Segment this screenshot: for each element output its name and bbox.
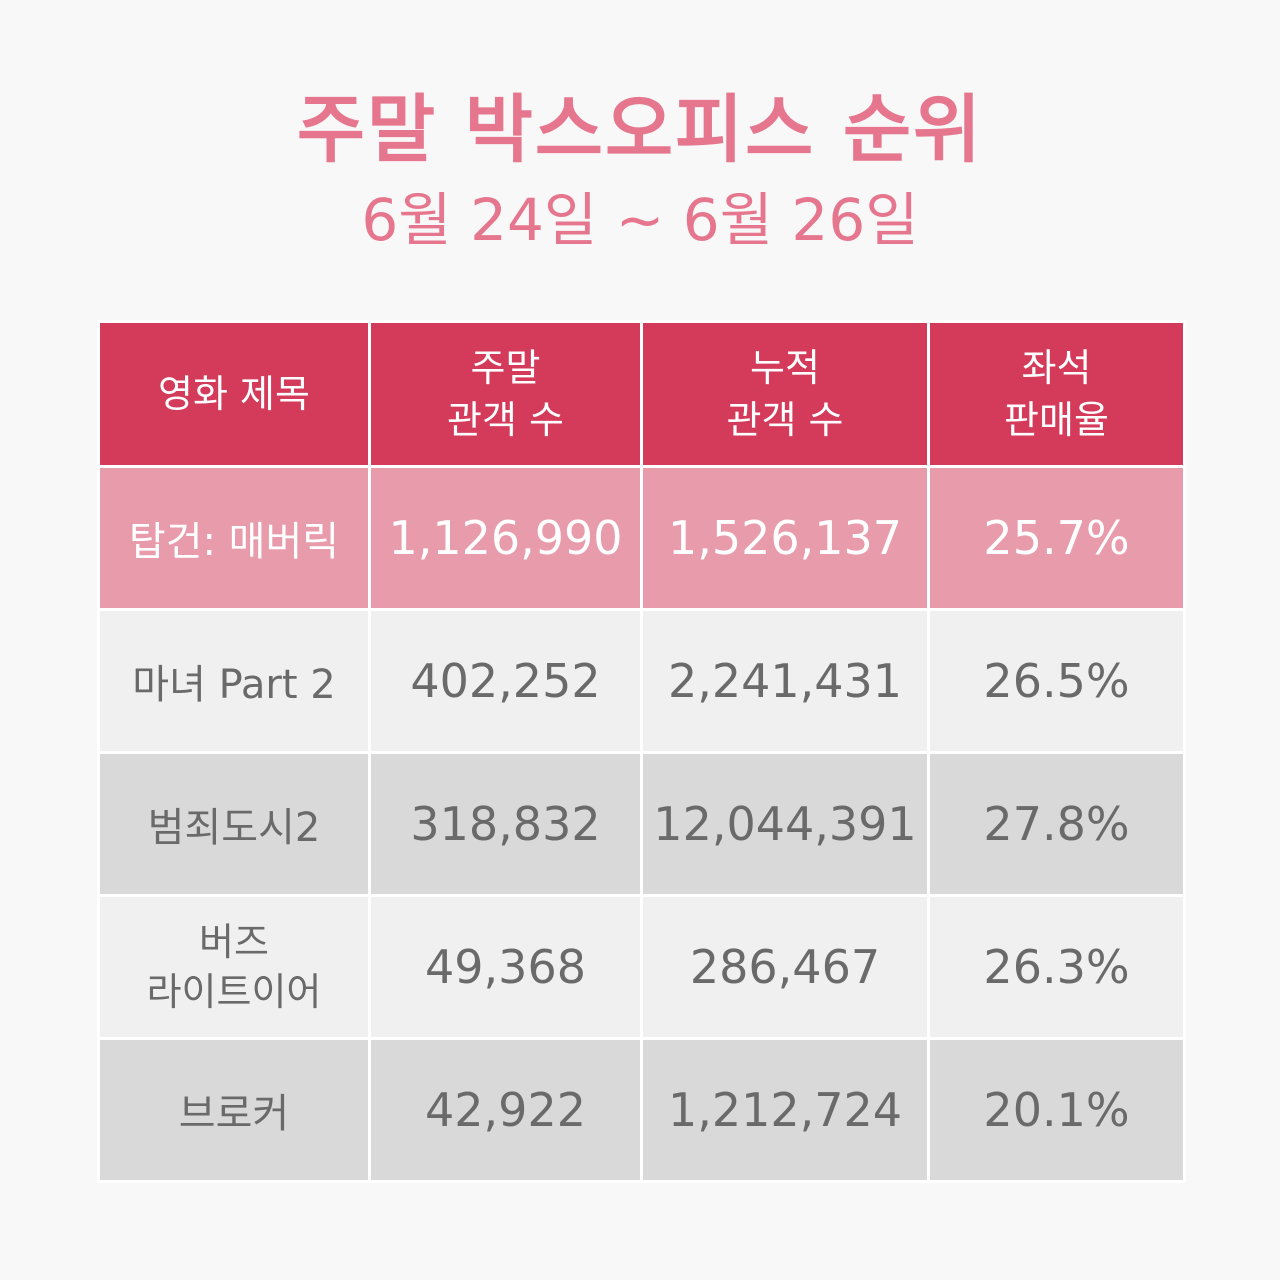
weekend-audience-cell: 42,922 [368, 1037, 643, 1183]
total-audience-cell: 1,526,137 [640, 465, 930, 611]
weekend-audience-cell: 318,832 [368, 751, 643, 897]
movie-title-cell: 마녀 Part 2 [97, 608, 371, 754]
table-row: 범죄도시2 318,832 12,044,391 27.8% [97, 751, 1186, 897]
box-office-table: 영화 제목 주말 관객 수 누적 관객 수 좌석 판매율 탑건: 매버릭 1,1… [97, 320, 1186, 1183]
header-line: 주말 [470, 346, 541, 390]
seat-rate-cell: 20.1% [927, 1037, 1186, 1183]
total-audience-cell: 2,241,431 [640, 608, 930, 754]
header-seat-rate: 좌석 판매율 [927, 320, 1186, 468]
table-row: 브로커 42,922 1,212,724 20.1% [97, 1037, 1186, 1183]
seat-rate-cell: 26.3% [927, 894, 1186, 1040]
header-line: 관객 수 [447, 398, 564, 442]
table-header-row: 영화 제목 주말 관객 수 누적 관객 수 좌석 판매율 [97, 320, 1186, 468]
movie-title-line: 범죄도시2 [147, 805, 321, 851]
header-line: 관객 수 [726, 398, 844, 442]
header-line: 판매율 [1004, 398, 1109, 442]
weekend-audience-cell: 49,368 [368, 894, 643, 1040]
table-row: 탑건: 매버릭 1,126,990 1,526,137 25.7% [97, 465, 1186, 611]
movie-title-line: 라이트이어 [146, 970, 322, 1014]
table-row: 버즈 라이트이어 49,368 286,467 26.3% [97, 894, 1186, 1040]
movie-title-cell: 탑건: 매버릭 [97, 465, 371, 611]
movie-title-cell: 범죄도시2 [97, 751, 371, 897]
movie-title-cell: 브로커 [97, 1037, 371, 1183]
total-audience-cell: 12,044,391 [640, 751, 930, 897]
total-audience-cell: 286,467 [640, 894, 930, 1040]
movie-title-line: 마녀 Part 2 [132, 662, 336, 708]
page-title: 주말 박스오피스 순위 [296, 87, 984, 173]
header-line: 좌석 [1021, 346, 1092, 390]
header-movie-title: 영화 제목 [97, 320, 371, 468]
header-weekend-audience: 주말 관객 수 [368, 320, 643, 468]
movie-title-line: 버즈 [199, 920, 269, 964]
seat-rate-cell: 26.5% [927, 608, 1186, 754]
header-total-audience: 누적 관객 수 [640, 320, 930, 468]
seat-rate-cell: 25.7% [927, 465, 1186, 611]
seat-rate-cell: 27.8% [927, 751, 1186, 897]
movie-title-line: 브로커 [178, 1091, 290, 1137]
table-row: 마녀 Part 2 402,252 2,241,431 26.5% [97, 608, 1186, 754]
header-line: 누적 [750, 346, 820, 390]
total-audience-cell: 1,212,724 [640, 1037, 930, 1183]
weekend-audience-cell: 402,252 [368, 608, 643, 754]
movie-title-line: 탑건: 매버릭 [128, 519, 340, 565]
date-range-subtitle: 6월 24일 ~ 6월 26일 [361, 186, 919, 254]
weekend-audience-cell: 1,126,990 [368, 465, 643, 611]
header-line: 영화 제목 [158, 372, 310, 416]
movie-title-cell: 버즈 라이트이어 [97, 894, 371, 1040]
